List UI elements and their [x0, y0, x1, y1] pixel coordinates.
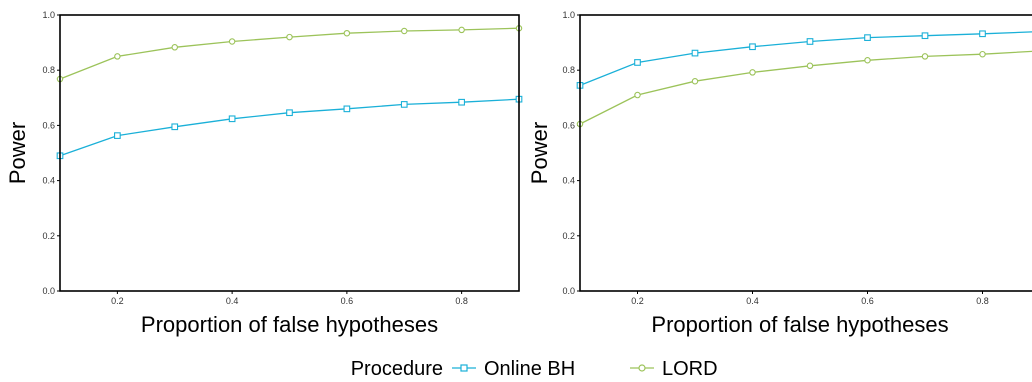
data-point-lord	[749, 69, 756, 76]
x-tick-label: 0.8	[976, 296, 989, 306]
legend-item-lord: LORD	[630, 358, 718, 380]
y-tick-label: 0.2	[42, 231, 55, 241]
data-point-online-bh	[634, 59, 641, 66]
data-point-lord	[343, 29, 351, 37]
x-tick-label: 0.6	[341, 296, 354, 306]
data-point-online-bh	[458, 98, 465, 106]
x-tick-label: 0.6	[861, 296, 874, 306]
y-tick-label: 0.8	[42, 65, 55, 75]
data-point-lord	[921, 53, 929, 60]
legend-title: Procedure	[351, 358, 443, 377]
data-point-lord	[806, 62, 814, 70]
x-tick-label: 0.4	[226, 296, 239, 306]
data-point-online-bh	[343, 105, 351, 113]
data-point-online-bh	[400, 101, 408, 108]
x-tick-label: 0.8	[455, 296, 468, 306]
chart-panel-left: 0.0 0.2 0.4 0.6 0.8 1.0 0.2 0.4 0.6 0.8 Proportion…	[5, 10, 523, 337]
y-tick-label: 0.0	[42, 286, 55, 296]
data-point-lord	[228, 38, 236, 45]
data-point-online-bh	[691, 49, 699, 57]
data-point-lord	[979, 50, 986, 58]
x-axis-label: Proportion of false hypotheses	[651, 312, 948, 337]
y-axis-label: Power	[527, 122, 552, 184]
series-line-online-bh	[579, 31, 1032, 87]
series-line-lord	[579, 50, 1032, 125]
data-point-online-bh	[864, 34, 871, 41]
plot-frame	[59, 14, 520, 292]
legend-key-lord-marker	[638, 364, 646, 372]
plot-frame	[579, 14, 1032, 292]
y-axis-label: Power	[5, 122, 30, 184]
data-point-online-bh	[749, 43, 756, 51]
legend-item-online-bh: Online BH	[452, 358, 575, 380]
data-point-lord	[400, 27, 408, 35]
legend-label-lord: LORD	[662, 358, 718, 377]
y-tick-label: 0.6	[562, 120, 575, 130]
x-tick-label: 0.2	[111, 296, 124, 306]
data-point-online-bh	[806, 38, 814, 45]
data-point-lord	[286, 33, 293, 41]
y-tick-label: 0.8	[562, 65, 575, 75]
y-tick-label: 0.4	[42, 176, 55, 186]
y-tick-label: 0.2	[562, 231, 575, 241]
data-point-lord	[114, 53, 121, 60]
y-tick-label: 0.0	[562, 286, 575, 296]
data-point-online-bh	[228, 115, 236, 123]
data-point-lord	[634, 91, 641, 99]
data-point-online-bh	[114, 132, 121, 139]
data-point-online-bh	[171, 123, 179, 131]
data-point-lord	[458, 26, 465, 34]
x-axis-label: Proportion of false hypotheses	[141, 312, 438, 337]
legend-key-online-bh-marker	[460, 364, 468, 372]
legend: Procedure Online BH LORD	[351, 358, 718, 380]
data-point-lord	[691, 77, 699, 85]
series-line-online-bh	[59, 98, 520, 157]
data-point-online-bh	[921, 32, 929, 40]
data-point-online-bh	[979, 30, 986, 38]
data-point-lord	[171, 44, 179, 51]
legend-label-online-bh: Online BH	[484, 358, 575, 377]
y-tick-label: 1.0	[562, 10, 575, 20]
y-tick-label: 0.6	[42, 120, 55, 130]
y-tick-label: 0.4	[562, 176, 575, 186]
data-point-lord	[864, 57, 871, 64]
x-tick-label: 0.2	[631, 296, 644, 306]
y-tick-label: 1.0	[42, 10, 55, 20]
x-tick-label: 0.4	[746, 296, 759, 306]
data-point-online-bh	[286, 109, 293, 117]
chart-panel-right: 0.0 0.2 0.4 0.6 0.8 1.0 0.2 0.4 0.6 0.8 Proportion…	[527, 10, 1032, 337]
